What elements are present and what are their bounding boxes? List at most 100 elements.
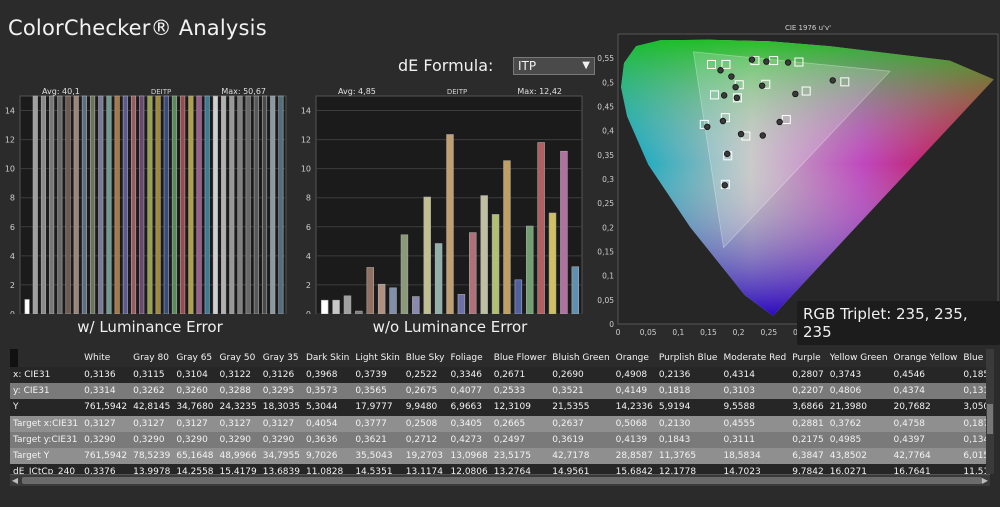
- table-cell: 0,4077: [447, 383, 491, 400]
- column-header[interactable]: [10, 349, 81, 367]
- bar: [355, 310, 363, 314]
- table-cell: 9,7026: [302, 447, 353, 465]
- column-header[interactable]: White: [84, 353, 111, 363]
- bar: [514, 279, 523, 314]
- column-header[interactable]: Blue: [963, 353, 984, 363]
- x-tick-label: 0,1: [672, 328, 684, 337]
- table-cell: 0,1818: [655, 383, 721, 400]
- y-tick-label: 0,1: [602, 272, 614, 281]
- column-header[interactable]: Blue Flower: [493, 353, 547, 363]
- column-header[interactable]: Yellow Green: [829, 353, 888, 363]
- column-header[interactable]: Light Skin: [355, 353, 400, 363]
- bar: [320, 299, 329, 314]
- column-header[interactable]: Orange: [615, 353, 649, 363]
- column-header[interactable]: Foliage: [450, 353, 483, 363]
- column-header[interactable]: Gray 80: [133, 353, 169, 363]
- table-cell: 20,7682: [890, 399, 961, 416]
- measurement-table[interactable]: White Gray 80 Gray 65 Gray 50 Gray 35 Dark Sk…: [10, 349, 990, 484]
- measured-point: [776, 118, 783, 126]
- scroll-left-icon[interactable]: ◀: [11, 476, 19, 485]
- spectral-locus-overlay: [621, 39, 994, 316]
- bar: [457, 294, 466, 314]
- y-tick-label: 0,35: [597, 151, 614, 160]
- y-tick-label: 0: [306, 310, 311, 314]
- formula-value: ITP: [518, 59, 537, 73]
- measured-point: [728, 73, 735, 80]
- table-cell: 23,5175: [490, 447, 550, 465]
- table-cell: 13,0968: [447, 447, 491, 465]
- table-row[interactable]: Y 761,5942 42,8145 34,7680 24,3235 18,3035 5,3…: [10, 399, 990, 416]
- chevron-down-icon: ▼: [582, 60, 590, 71]
- vertical-scrollbar[interactable]: [986, 349, 994, 474]
- table-cell: 0,5068: [612, 415, 656, 432]
- max-label: Max: 50,67: [221, 87, 266, 96]
- table-cell: 0,3126: [259, 367, 303, 384]
- formula-dropdown[interactable]: ITP ▼: [513, 57, 595, 75]
- table-row[interactable]: Target Y 761,5942 78,5239 65,1648 48,9966 34,…: [10, 447, 990, 465]
- target-marker: [794, 57, 804, 67]
- table-cell: 43,8502: [826, 447, 891, 465]
- y-tick-label: 6: [10, 223, 15, 232]
- cie-chromaticity-diagram: CIE 1976 u'v' 0 0,05 0,1 0,15 0,2 0,25 0,3 0,35 0…: [597, 24, 999, 337]
- table-cell: 0,2712: [402, 431, 448, 448]
- column-header[interactable]: Purplish Blue: [658, 353, 718, 363]
- table-cell: 0,3762: [826, 415, 891, 432]
- table-header-row: White Gray 80 Gray 65 Gray 50 Gray 35 Dark Sk…: [10, 349, 990, 367]
- row-header: Y: [10, 399, 82, 416]
- y-tick-label: 0,45: [597, 103, 614, 112]
- measured-point: [723, 150, 731, 158]
- table-cell: 0,3295: [259, 383, 303, 400]
- table-cell: 0,4546: [890, 367, 961, 384]
- vertical-scroll-thumb[interactable]: [987, 404, 993, 434]
- table-cell: 0,3104: [173, 367, 217, 384]
- table-row[interactable]: x: CIE31 0,3136 0,3115 0,3104 0,3122 0,3126 0,…: [10, 367, 990, 384]
- metric-label: DEITP: [447, 88, 467, 96]
- bar: [81, 95, 87, 314]
- column-header[interactable]: Bluish Green: [552, 353, 610, 363]
- table-cell: 0,3743: [826, 367, 891, 384]
- measured-point: [719, 117, 727, 125]
- bar: [270, 95, 276, 314]
- table-cell: 0,3127: [173, 415, 217, 432]
- horizontal-scroll-thumb[interactable]: [22, 477, 982, 484]
- scroll-right-icon[interactable]: ▶: [981, 476, 989, 485]
- table-cell: 0,2881: [789, 415, 827, 432]
- column-header[interactable]: Purple: [792, 353, 821, 363]
- table-cell: 0,4149: [612, 383, 656, 400]
- table-row[interactable]: Target x:CIE31 0,3127 0,3127 0,3127 0,3127 0,…: [10, 415, 990, 432]
- column-header[interactable]: Blue Sky: [405, 353, 445, 363]
- column-header[interactable]: Gray 65: [176, 353, 213, 363]
- target-marker: [721, 59, 731, 69]
- column-header[interactable]: Gray 50: [219, 353, 256, 363]
- rgb-triplet-readout: RGB Triplet: 235, 235, 235: [797, 301, 1000, 345]
- bar: [332, 299, 340, 314]
- table-cell: 0,2671: [490, 367, 550, 384]
- metric-label: DEITP: [151, 88, 171, 96]
- column-header[interactable]: Moderate Red: [723, 353, 787, 363]
- table-cell: 0,4908: [612, 367, 656, 384]
- table-cell: 42,8145: [130, 399, 174, 416]
- table-cell: 5,3044: [302, 399, 353, 416]
- bar: [389, 287, 397, 314]
- column-header[interactable]: Gray 35: [262, 353, 299, 363]
- table-cell: 0,3290: [216, 431, 260, 448]
- chart-without-luminance: 0 2 4 6 8 10 12 14 Avg: 4,85 DEITP Max: 12,42: [301, 87, 583, 314]
- table-row[interactable]: y: CIE31 0,3314 0,3262 0,3260 0,3288 0,3295 0,…: [10, 383, 990, 400]
- table-cell: 0,2690: [549, 367, 613, 384]
- table-cell: 65,1648: [173, 447, 217, 465]
- x-tick-label: 0,2: [733, 328, 745, 337]
- bar: [180, 95, 186, 314]
- y-tick-label: 2: [306, 281, 311, 290]
- chart1-caption: w/ Luminance Error: [77, 318, 223, 336]
- table-row[interactable]: Target y:CIE31 0,3290 0,3290 0,3290 0,3290 0,…: [10, 431, 990, 448]
- table-cell: 0,3127: [259, 415, 303, 432]
- horizontal-scrollbar[interactable]: ◀ ▶: [10, 474, 990, 486]
- table-cell: 0,2522: [402, 367, 448, 384]
- bar: [32, 95, 38, 314]
- table-cell: 0,2665: [490, 415, 550, 432]
- table-cell: 42,7764: [890, 447, 961, 465]
- column-header[interactable]: Dark Skin: [305, 353, 350, 363]
- column-header[interactable]: Orange Yellow: [893, 353, 958, 363]
- y-tick-label: 0,05: [597, 296, 614, 305]
- table-cell: 19,2703: [402, 447, 448, 465]
